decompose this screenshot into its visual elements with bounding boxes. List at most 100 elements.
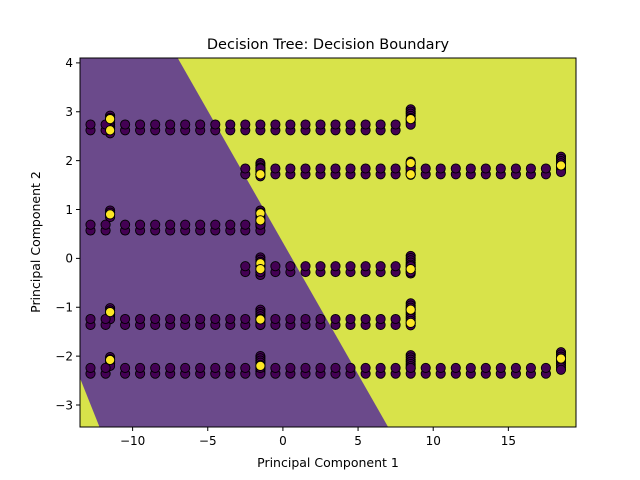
data-point-class-0: [135, 219, 146, 230]
data-point-class-0: [285, 163, 296, 174]
data-point-class-0: [285, 261, 296, 272]
data-point-class-0: [315, 313, 326, 325]
data-point-class-0: [315, 163, 326, 174]
data-point-class-0: [285, 362, 296, 373]
data-point-class-1: [105, 354, 116, 366]
data-point-class-0: [345, 313, 356, 325]
data-point-class-0: [180, 313, 191, 325]
data-point-class-0: [150, 362, 161, 373]
data-point-class-1: [255, 360, 266, 371]
y-tick-label: 0: [65, 252, 73, 266]
data-point-class-0: [405, 362, 416, 373]
plot-frame: [79, 57, 577, 428]
data-point-class-1: [105, 209, 116, 220]
data-point-class-0: [210, 313, 221, 325]
data-point-class-0: [270, 313, 281, 325]
data-point-class-0: [180, 219, 191, 230]
data-point-class-0: [330, 119, 341, 130]
data-point-class-0: [100, 219, 111, 230]
data-point-class-0: [85, 313, 96, 325]
x-tick-label: 5: [354, 434, 362, 448]
data-point-class-0: [360, 362, 371, 373]
x-axis-label: Principal Component 1: [257, 455, 399, 470]
data-point-class-0: [435, 362, 446, 373]
data-point-class-0: [120, 219, 131, 230]
data-point-class-0: [360, 163, 371, 174]
data-point-class-0: [525, 362, 536, 373]
data-point-class-0: [345, 261, 356, 272]
data-point-class-0: [85, 362, 96, 373]
data-point-class-0: [270, 119, 281, 130]
data-point-class-0: [240, 219, 251, 230]
data-point-class-1: [405, 169, 416, 180]
data-point-class-0: [375, 362, 386, 373]
data-point-class-0: [345, 119, 356, 130]
data-point-class-0: [450, 163, 461, 174]
y-axis: −3 −2 −1 0 1 2 3 4: [55, 56, 80, 412]
data-point-class-0: [390, 119, 401, 130]
data-point-class-0: [315, 362, 326, 373]
data-point-class-0: [555, 364, 567, 375]
region-class-0: [80, 58, 389, 427]
data-point-class-1: [255, 215, 266, 226]
data-point-class-0: [540, 362, 551, 373]
x-tick-label: 0: [279, 434, 287, 448]
data-point-class-0: [315, 119, 326, 130]
data-point-class-0: [510, 163, 521, 174]
y-tick-label: 1: [65, 203, 73, 217]
data-point-class-0: [255, 119, 266, 130]
data-point-class-0: [285, 313, 296, 325]
data-point-class-0: [180, 362, 191, 373]
data-point-class-1: [405, 304, 416, 315]
data-point-class-0: [270, 261, 281, 272]
data-point-class-0: [420, 362, 431, 373]
data-point-class-0: [150, 219, 161, 230]
data-point-class-0: [195, 119, 206, 130]
data-point-class-0: [540, 163, 551, 174]
data-point-class-0: [300, 313, 311, 325]
y-tick-label: 2: [65, 154, 73, 168]
data-point-class-1: [405, 317, 416, 328]
y-tick-label: 4: [65, 56, 73, 70]
data-point-class-0: [240, 163, 251, 174]
data-point-class-0: [390, 163, 401, 174]
data-point-class-0: [465, 163, 476, 174]
data-point-class-0: [375, 313, 386, 325]
data-point-class-0: [100, 313, 111, 325]
data-point-class-0: [210, 219, 221, 230]
data-point-class-1: [105, 307, 116, 318]
data-point-class-0: [330, 362, 341, 373]
y-tick-label: 3: [65, 105, 73, 119]
y-tick-label: −2: [55, 349, 73, 363]
data-point-class-0: [480, 163, 491, 174]
data-point-class-0: [390, 362, 401, 373]
data-point-class-0: [165, 219, 176, 230]
data-point-class-0: [165, 119, 176, 130]
x-axis: −10 −5 0 5 10 15: [120, 427, 516, 448]
data-point-class-1: [405, 114, 416, 125]
data-point-class-0: [270, 163, 281, 174]
x-tick-label: 15: [501, 434, 516, 448]
data-point-class-0: [330, 313, 341, 325]
data-point-class-0: [330, 261, 341, 272]
data-point-class-1: [555, 160, 567, 171]
data-point-class-0: [120, 362, 131, 373]
data-point-class-0: [85, 119, 96, 130]
data-point-class-0: [120, 119, 131, 130]
data-point-class-0: [300, 261, 311, 272]
data-point-class-0: [480, 362, 491, 373]
data-point-class-1: [405, 264, 416, 275]
data-point-class-0: [450, 362, 461, 373]
data-point-class-1: [555, 353, 567, 364]
x-tick-label: −5: [199, 434, 217, 448]
x-tick-label: −10: [120, 434, 145, 448]
data-point-class-1: [255, 314, 266, 325]
data-point-class-0: [225, 313, 236, 325]
data-point-class-0: [375, 163, 386, 174]
data-point-class-0: [330, 163, 341, 174]
data-point-class-0: [195, 219, 206, 230]
y-axis-label: Principal Component 2: [28, 171, 43, 313]
y-tick-label: −1: [55, 301, 73, 315]
data-point-class-0: [360, 119, 371, 130]
